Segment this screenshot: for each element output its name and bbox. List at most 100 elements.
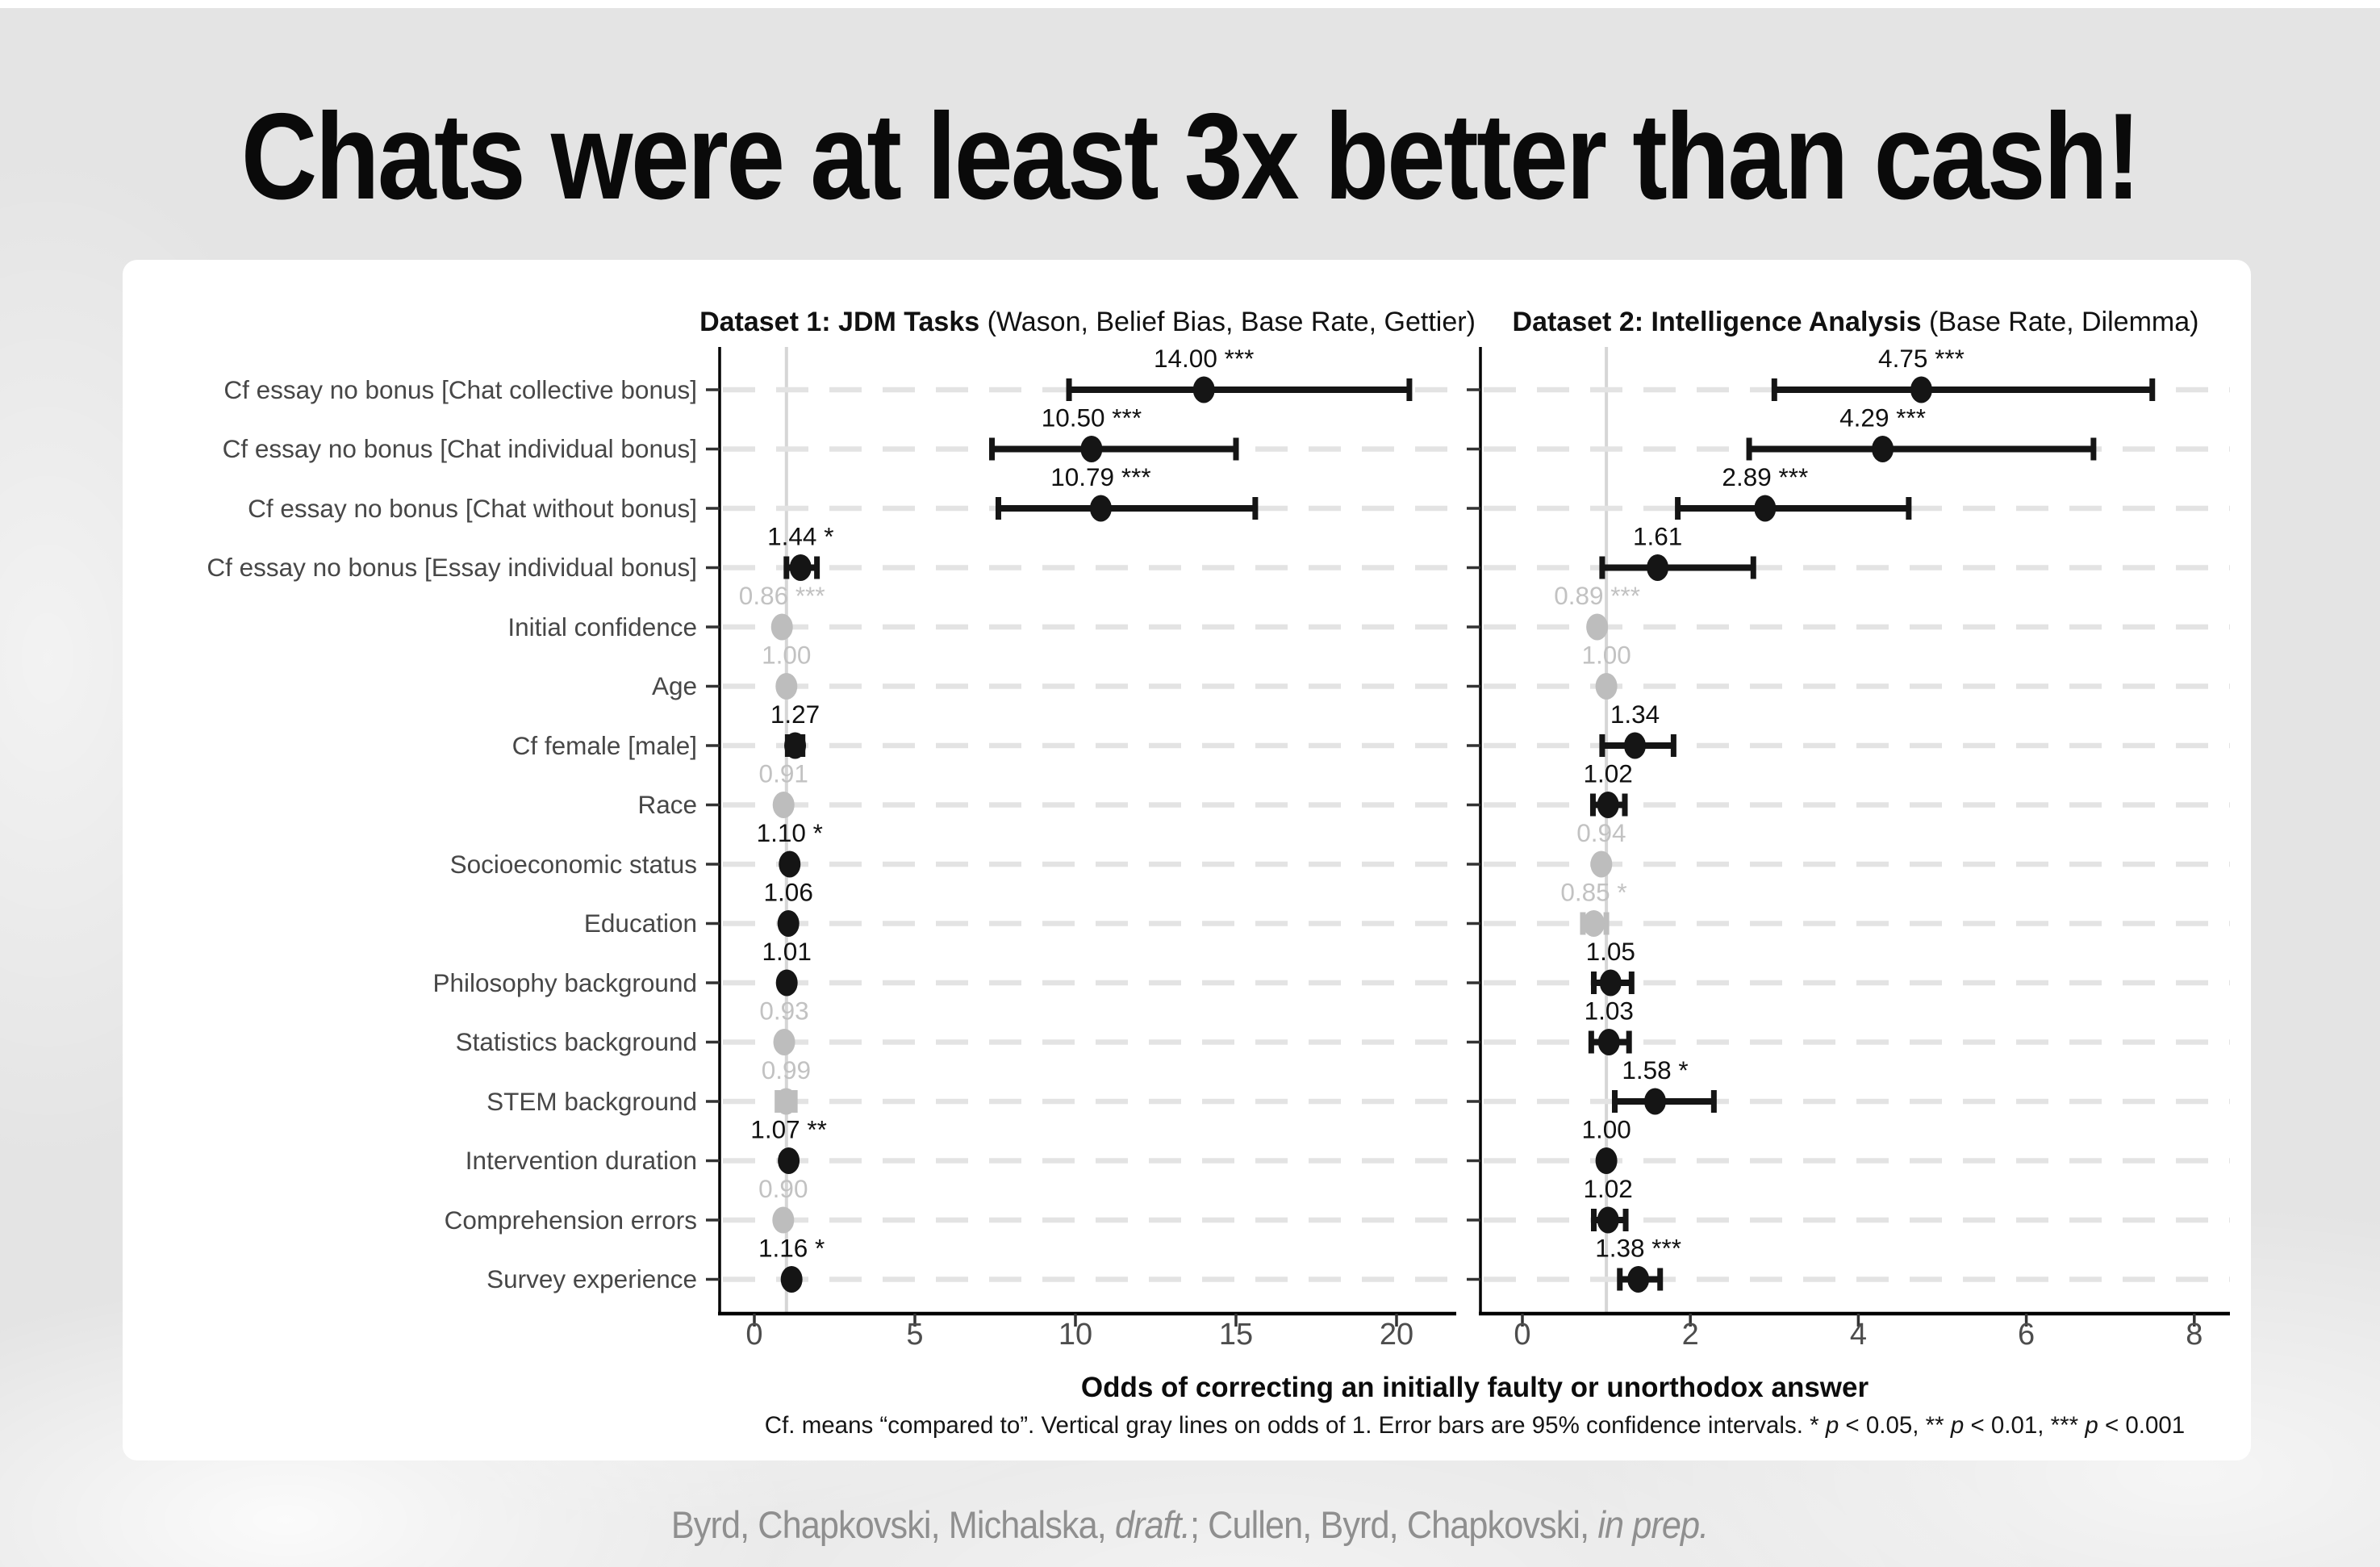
estimate-label: 10.50 *** — [1042, 403, 1142, 432]
text-segment: < 0.01, *** — [1964, 1412, 2086, 1439]
estimate-dot — [772, 792, 795, 818]
row-label: Cf essay no bonus [Chat individual bonus… — [222, 434, 697, 463]
text-segment: in prep. — [1597, 1503, 1710, 1546]
estimate-label: 0.93 — [759, 997, 808, 1026]
text-segment: < 0.001 — [2098, 1412, 2186, 1439]
row-label: Education — [583, 909, 697, 938]
text-segment: Byrd, Chapkovski, Michalska, — [671, 1503, 1116, 1546]
estimate-dot — [1910, 376, 1932, 403]
panel2-header: Dataset 2: Intelligence Analysis (Base R… — [1513, 307, 2199, 337]
text-segment: draft. — [1115, 1503, 1191, 1546]
x-tick-label: 4 — [1850, 1318, 1867, 1352]
estimate-dot — [1754, 495, 1777, 522]
estimate-dot — [1627, 1266, 1650, 1293]
estimate-dot — [779, 850, 801, 878]
chart-card: 0 5 10 15 20 14.00 *** 10.50 *** 10.79 *** 1.44 … — [123, 260, 2251, 1460]
estimate-dot — [1595, 1147, 1618, 1174]
estimate-dot — [772, 1206, 795, 1234]
x-tick-label: 10 — [1058, 1318, 1092, 1352]
estimate-dot — [1089, 495, 1112, 522]
estimate-dot — [1597, 1029, 1620, 1055]
estimate-dot — [1599, 969, 1622, 997]
text-segment: Dataset 1: JDM Tasks — [699, 307, 980, 337]
estimate-label: 1.27 — [770, 700, 820, 729]
slide-title: Chats were at least 3x better than cash! — [240, 88, 2141, 225]
text-segment: (Wason, Belief Bias, Base Rate, Gettier) — [979, 307, 1476, 337]
estimate-dot — [773, 1029, 795, 1055]
x-tick-label: 15 — [1219, 1318, 1253, 1352]
estimate-label: 1.38 *** — [1595, 1234, 1681, 1263]
estimate-dot — [775, 673, 798, 700]
estimate-label: 0.94 — [1576, 818, 1626, 847]
row-label: Survey experience — [486, 1264, 697, 1293]
citation-text: Byrd, Chapkovski, Michalska, draft.; Cul… — [671, 1502, 1710, 1547]
text-segment: p — [1825, 1412, 1839, 1439]
estimate-label: 1.06 — [764, 878, 813, 907]
row-label: Initial confidence — [507, 612, 697, 641]
estimate-dot — [1597, 1206, 1619, 1234]
row-label: Race — [637, 790, 697, 819]
x-tick-label: 0 — [745, 1318, 762, 1352]
estimate-label: 1.02 — [1584, 1174, 1633, 1203]
row-label: Statistics background — [455, 1027, 697, 1056]
estimate-dot — [1590, 850, 1613, 878]
estimate-label: 1.44 * — [767, 522, 833, 551]
estimate-label: 0.89 *** — [1554, 581, 1640, 610]
x-tick-label: 8 — [2186, 1318, 2203, 1352]
estimate-label: 0.91 — [759, 759, 808, 788]
estimate-dot — [775, 969, 798, 997]
estimate-label: 1.07 ** — [750, 1115, 827, 1144]
row-label: STEM background — [486, 1086, 697, 1116]
row-label: Cf essay no bonus [Chat without bonus] — [248, 493, 697, 523]
estimate-label: 0.99 — [762, 1055, 811, 1084]
estimate-label: 1.16 * — [758, 1234, 825, 1263]
x-tick-label: 20 — [1380, 1318, 1413, 1352]
estimate-label: 2.89 *** — [1722, 462, 1808, 491]
text-segment: Cf. means “compared to”. Vertical gray l… — [764, 1412, 1826, 1439]
text-segment: < 0.05, ** — [1839, 1412, 1951, 1439]
estimate-dot — [1080, 436, 1103, 462]
x-tick-label: 0 — [1514, 1318, 1530, 1352]
estimate-dot — [778, 1147, 800, 1174]
estimate-label: 1.05 — [1586, 937, 1635, 966]
text-segment: p — [1950, 1412, 1965, 1439]
estimate-label: 0.86 *** — [739, 581, 825, 610]
estimate-label: 1.00 — [762, 641, 811, 670]
x-axis-title: Odds of correcting an initially faulty o… — [1080, 1372, 1869, 1403]
estimate-label: 1.58 * — [1622, 1055, 1688, 1084]
estimate-dot — [1192, 376, 1215, 403]
estimate-dot — [784, 732, 807, 759]
estimate-dot — [1872, 436, 1894, 462]
estimate-dot — [1595, 673, 1618, 700]
x-tick-label: 2 — [1682, 1318, 1699, 1352]
x-tick-label: 6 — [2018, 1318, 2035, 1352]
row-label: Philosophy background — [432, 967, 697, 997]
estimate-dot — [1623, 732, 1646, 759]
estimate-label: 1.02 — [1584, 759, 1633, 788]
estimate-dot — [1597, 792, 1619, 818]
estimate-label: 0.85 * — [1560, 878, 1626, 907]
estimate-dot — [1647, 554, 1669, 581]
top-white-strip — [0, 0, 2380, 8]
text-segment: Dataset 2: Intelligence Analysis — [1512, 307, 1922, 337]
estimate-dot — [789, 554, 812, 581]
estimate-dot — [1643, 1088, 1666, 1115]
estimate-label: 1.03 — [1585, 997, 1634, 1026]
estimate-label: 10.79 *** — [1050, 462, 1150, 491]
row-label: Socioeconomic status — [449, 849, 697, 879]
row-label: Intervention duration — [465, 1146, 697, 1175]
estimate-label: 1.61 — [1633, 522, 1682, 551]
row-label: Cf essay no bonus [Chat collective bonus… — [223, 374, 697, 404]
row-label: Comprehension errors — [444, 1205, 697, 1235]
row-label: Cf essay no bonus [Essay individual bonu… — [207, 553, 697, 582]
estimate-dot — [777, 910, 800, 937]
text-segment: ; Cullen, Byrd, Chapkovski, — [1190, 1503, 1598, 1546]
estimate-dot — [780, 1266, 803, 1293]
estimate-dot — [770, 613, 793, 641]
text-segment: (Base Rate, Dilemma) — [1921, 307, 2199, 337]
x-tick-label: 5 — [906, 1318, 923, 1352]
estimate-label: 1.00 — [1581, 641, 1631, 670]
estimate-label: 1.00 — [1581, 1115, 1631, 1144]
